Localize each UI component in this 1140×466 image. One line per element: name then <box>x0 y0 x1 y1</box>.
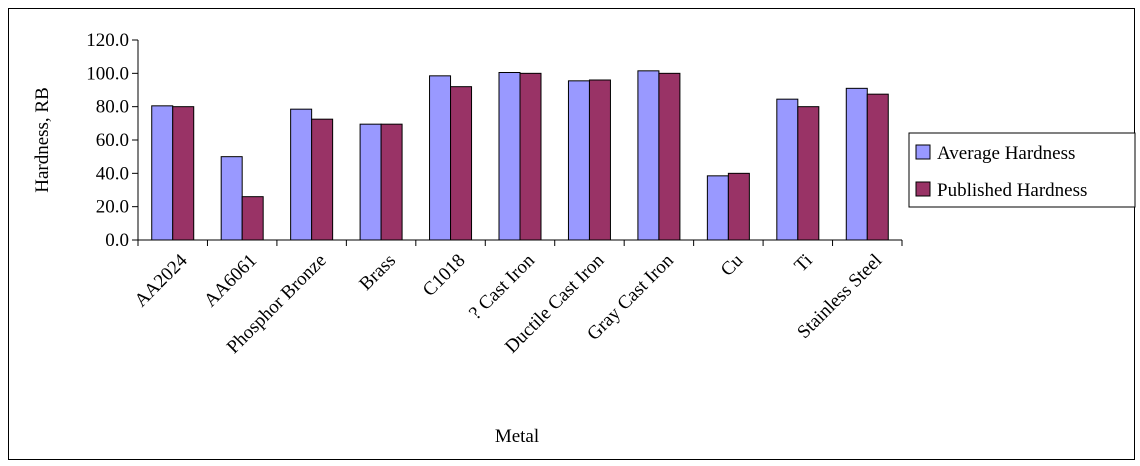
legend-swatch-average-hardness <box>915 144 931 160</box>
y-tick-label: 40.0 <box>96 163 129 184</box>
y-tick-label: 100.0 <box>86 63 129 84</box>
bar-average-10 <box>845 87 868 241</box>
y-tick-label: 120.0 <box>86 30 129 51</box>
legend-box <box>908 132 1136 208</box>
bar-published-8 <box>727 172 750 241</box>
bar-average-3 <box>359 123 382 241</box>
y-tick-label: 0.0 <box>105 230 129 251</box>
bar-average-5 <box>498 72 521 241</box>
legend-label-published-hardness: Published Hardness <box>937 180 1087 201</box>
bar-average-1 <box>220 156 243 241</box>
bar-average-7 <box>637 70 660 241</box>
bar-published-3 <box>380 123 403 241</box>
bar-average-9 <box>776 98 799 241</box>
bar-average-4 <box>429 75 452 241</box>
legend: Average Hardness Published Hardness <box>908 132 1136 208</box>
bar-published-5 <box>519 72 542 241</box>
bar-published-7 <box>658 72 681 241</box>
y-tick-label: 60.0 <box>96 130 129 151</box>
x-tick-label: C1018 <box>419 250 470 301</box>
bar-published-1 <box>241 196 264 241</box>
y-tick-label: 20.0 <box>96 197 129 218</box>
plot-area: 0.0 20.0 40.0 60.0 80.0 100.0 120.0 AA2024 AA606… <box>86 30 903 358</box>
x-tick-label: ? Cast Iron <box>465 250 539 324</box>
bar-average-2 <box>290 108 313 241</box>
x-tick-label: Ti <box>790 250 816 276</box>
bar-published-9 <box>797 106 820 241</box>
bar-average-8 <box>706 175 729 241</box>
bar-published-2 <box>311 118 334 241</box>
y-tick-label: 80.0 <box>96 97 129 118</box>
bar-average-0 <box>151 105 174 241</box>
x-axis-title: Metal <box>495 426 539 447</box>
x-tick-label: AA6061 <box>200 250 261 311</box>
bar-published-10 <box>866 93 889 241</box>
bar-published-0 <box>172 106 195 241</box>
x-tick-label: AA2024 <box>131 250 192 311</box>
legend-swatch-published-hardness <box>915 181 931 197</box>
bar-published-4 <box>450 86 473 241</box>
y-axis-title: Hardness, RB <box>32 87 53 193</box>
x-tick-label: Brass <box>355 250 400 295</box>
legend-label-average-hardness: Average Hardness <box>937 143 1075 164</box>
bar-average-6 <box>567 80 590 241</box>
bar-published-6 <box>588 79 611 241</box>
x-tick-label: Cu <box>717 250 748 281</box>
